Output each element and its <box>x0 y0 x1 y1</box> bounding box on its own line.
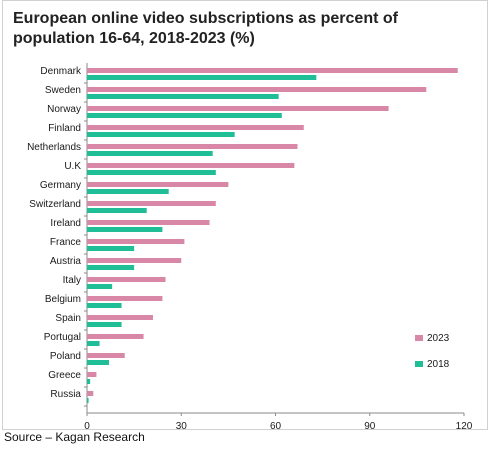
bar-2023-switzerland <box>87 201 216 206</box>
x-tick-label: 0 <box>84 421 90 429</box>
category-label: France <box>50 237 82 248</box>
bar-2023-denmark <box>87 68 458 73</box>
bar-2023-netherlands <box>87 144 298 149</box>
category-label: Portugal <box>44 332 81 343</box>
x-tick-label: 30 <box>176 421 188 429</box>
bar-2023-norway <box>87 106 389 111</box>
category-label: Switzerland <box>29 199 81 210</box>
bar-2023-sweden <box>87 87 427 92</box>
category-label: Germany <box>40 180 81 191</box>
category-label: Ireland <box>50 218 81 229</box>
bar-2018-ireland <box>87 227 163 232</box>
bar-2023-germany <box>87 182 229 187</box>
legend-label-2023: 2023 <box>427 333 450 344</box>
bar-2023-ireland <box>87 220 210 225</box>
bar-2018-belgium <box>87 303 122 308</box>
chart-title: European online video subscriptions as p… <box>13 10 398 47</box>
bar-2018-netherlands <box>87 151 213 156</box>
category-label: Greece <box>48 370 81 381</box>
bar-2023-poland <box>87 353 125 358</box>
bar-2018-switzerland <box>87 208 147 213</box>
bar-2023-u-k <box>87 163 295 168</box>
legend-swatch-2023 <box>415 335 423 341</box>
x-tick-label: 60 <box>270 421 282 429</box>
category-label: Norway <box>47 104 81 115</box>
bar-2018-russia <box>87 398 89 403</box>
bar-2018-sweden <box>87 94 279 99</box>
bar-2023-greece <box>87 372 97 377</box>
category-label: U.K <box>64 161 81 172</box>
legend-swatch-2018 <box>415 361 423 367</box>
bar-2023-russia <box>87 391 94 396</box>
bar-2018-norway <box>87 113 282 118</box>
chart-frame: European online video subscriptions as p… <box>2 0 488 430</box>
bar-2023-portugal <box>87 334 144 339</box>
category-label: Spain <box>55 313 81 324</box>
bar-2018-spain <box>87 322 122 327</box>
bar-2018-austria <box>87 265 135 270</box>
bar-chart: Denmark Sweden Norway Finland Netherlands U.K… <box>27 63 473 429</box>
category-label: Italy <box>63 275 81 286</box>
category-label: Austria <box>50 256 82 267</box>
category-label: Netherlands <box>27 142 81 153</box>
category-label: Denmark <box>40 66 82 77</box>
bar-2018-poland <box>87 360 109 365</box>
source-note: Source – Kagan Research <box>4 430 145 444</box>
category-label: Poland <box>50 351 81 362</box>
bar-2018-germany <box>87 189 169 194</box>
category-label: Sweden <box>45 85 81 96</box>
bar-2023-italy <box>87 277 166 282</box>
category-label: Russia <box>50 389 81 400</box>
bar-2018-italy <box>87 284 113 289</box>
bar-2023-austria <box>87 258 182 263</box>
bar-2018-france <box>87 246 135 251</box>
legend-label-2018: 2018 <box>427 359 450 370</box>
x-tick-label: 90 <box>364 421 376 429</box>
bar-2018-denmark <box>87 75 317 80</box>
x-tick-label: 120 <box>456 421 473 429</box>
category-label: Belgium <box>45 294 81 305</box>
bar-2023-spain <box>87 315 153 320</box>
bar-2023-france <box>87 239 185 244</box>
bar-2018-greece <box>87 379 91 384</box>
bar-2023-belgium <box>87 296 163 301</box>
category-label: Finland <box>48 123 81 134</box>
bar-2023-finland <box>87 125 304 130</box>
bar-2018-u-k <box>87 170 216 175</box>
bar-2018-portugal <box>87 341 100 346</box>
bar-2018-finland <box>87 132 235 137</box>
